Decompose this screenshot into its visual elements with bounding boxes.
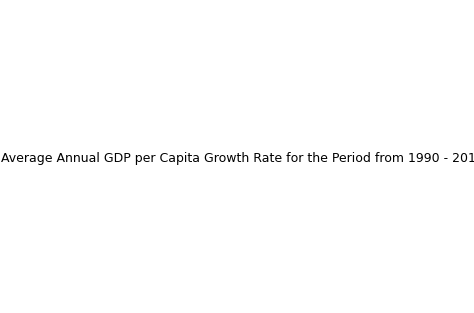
Text: Average Annual GDP per Capita Growth Rate for the Period from 1990 - 2017: Average Annual GDP per Capita Growth Rat…	[1, 151, 474, 165]
